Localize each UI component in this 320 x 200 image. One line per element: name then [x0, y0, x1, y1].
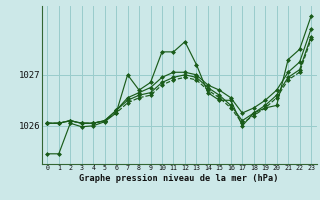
X-axis label: Graphe pression niveau de la mer (hPa): Graphe pression niveau de la mer (hPa)	[79, 174, 279, 183]
